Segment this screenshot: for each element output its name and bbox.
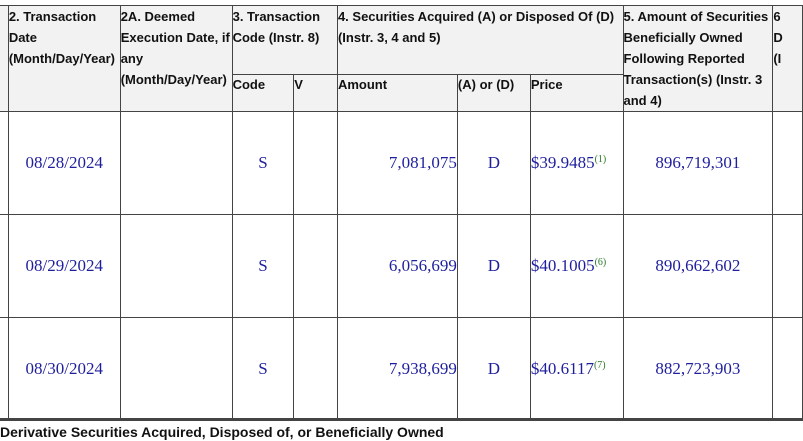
acquired-or-disposed: D <box>456 111 531 215</box>
header-transaction-date: 2. Transaction Date (Month/Day/Year) <box>7 5 121 112</box>
table-row: 08/30/2024 S 7,938,699 D $40.6117(7) 882… <box>0 317 803 421</box>
header-transaction-code: 3. Transaction Code (Instr. 8) <box>231 5 338 75</box>
price-cell: $40.6117(7) <box>529 317 624 421</box>
transaction-v <box>293 111 338 215</box>
header-col6-partial: 6 D (I <box>772 5 803 112</box>
acquired-or-disposed: D <box>456 214 531 318</box>
footnote-link[interactable]: (1) <box>594 154 607 165</box>
subheader-v: V <box>293 73 338 113</box>
transaction-date: 08/28/2024 <box>7 111 121 215</box>
transaction-date: 08/30/2024 <box>7 317 121 421</box>
transaction-v <box>293 317 338 421</box>
footnote-link[interactable]: (6) <box>594 257 607 268</box>
table-bottom-rule <box>0 418 803 420</box>
row-partial-cell <box>0 111 9 215</box>
row-partial-cell <box>0 214 9 318</box>
subheader-amount: Amount <box>336 73 458 113</box>
amount-beneficially-owned: 890,662,602 <box>622 214 774 318</box>
header-col6-paren: (I <box>773 51 782 66</box>
header-col6-number: 6 <box>773 9 781 24</box>
header-col1-partial <box>0 5 9 112</box>
table-row: 08/28/2024 S 7,081,075 D $39.9485(1) 896… <box>0 111 803 215</box>
transaction-code: S <box>231 111 295 215</box>
footnote-link[interactable]: (7) <box>593 360 606 371</box>
subheader-price: Price <box>529 73 624 113</box>
price-value: $39.9485 <box>530 153 595 172</box>
amount-beneficially-owned: 882,723,903 <box>622 317 774 421</box>
price-value: $40.1005 <box>530 256 595 275</box>
row-partial-cell-right <box>772 111 803 215</box>
price-value: $40.6117 <box>530 359 594 378</box>
header-amount-owned: 5. Amount of Securities Beneficially Own… <box>622 5 774 112</box>
deemed-execution-date <box>119 111 233 215</box>
form4-table-container: 2. Transaction Date (Month/Day/Year) 2A.… <box>0 5 803 421</box>
row-partial-cell-right <box>772 317 803 421</box>
transaction-code: S <box>231 317 295 421</box>
non-derivative-table: 2. Transaction Date (Month/Day/Year) 2A.… <box>0 5 803 421</box>
derivative-table-title: Derivative Securities Acquired, Disposed… <box>0 424 444 440</box>
table-row: 08/29/2024 S 6,056,699 D $40.1005(6) 890… <box>0 214 803 318</box>
price-cell: $40.1005(6) <box>529 214 624 318</box>
header-securities-acquired-disposed: 4. Securities Acquired (A) or Disposed O… <box>336 5 624 75</box>
transaction-date: 08/29/2024 <box>7 214 121 318</box>
transaction-code: S <box>231 214 295 318</box>
securities-amount: 7,938,699 <box>336 317 458 421</box>
securities-amount: 7,081,075 <box>336 111 458 215</box>
deemed-execution-date <box>119 214 233 318</box>
transaction-v <box>293 214 338 318</box>
acquired-or-disposed: D <box>456 317 531 421</box>
header-deemed-execution-date: 2A. Deemed Execution Date, if any (Month… <box>119 5 233 112</box>
header-row-1: 2. Transaction Date (Month/Day/Year) 2A.… <box>0 5 803 112</box>
securities-amount: 6,056,699 <box>336 214 458 318</box>
price-cell: $39.9485(1) <box>529 111 624 215</box>
amount-beneficially-owned: 896,719,301 <box>622 111 774 215</box>
row-partial-cell <box>0 317 9 421</box>
header-row-2: Code V Amount (A) or (D) Price <box>0 73 803 113</box>
header-col6-letter: D <box>773 30 783 45</box>
row-partial-cell-right <box>772 214 803 318</box>
subheader-code: Code <box>231 73 295 113</box>
deemed-execution-date <box>119 317 233 421</box>
subheader-a-or-d: (A) or (D) <box>456 73 531 113</box>
